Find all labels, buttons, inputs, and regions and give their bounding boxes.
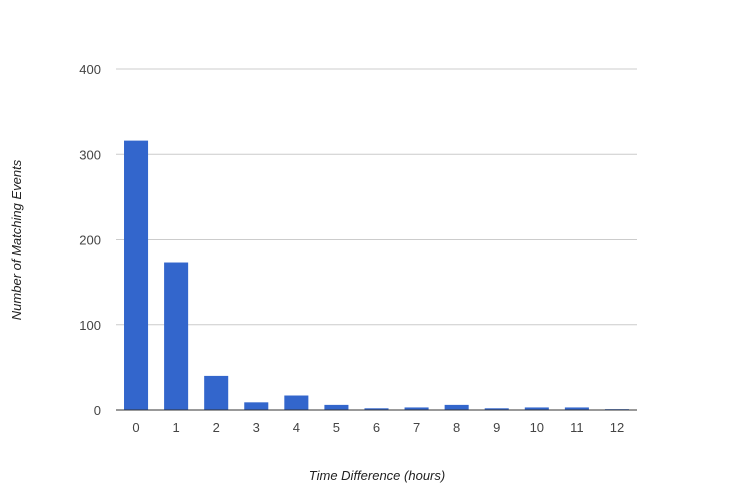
x-tick-label-7: 7 (413, 420, 420, 435)
bar-2 (204, 375, 229, 410)
gridlines (116, 68, 637, 326)
bar-11 (564, 407, 589, 410)
x-tick-label-2: 2 (213, 420, 220, 435)
x-tick-label-9: 9 (493, 420, 500, 435)
bar-1 (164, 262, 189, 410)
x-tick-label-3: 3 (253, 420, 260, 435)
bar-7 (404, 407, 429, 410)
bar-9 (484, 408, 509, 410)
x-tick-label-10: 10 (530, 420, 544, 435)
x-tick-label-12: 12 (610, 420, 624, 435)
bar-8 (444, 404, 469, 410)
x-tick-label-1: 1 (172, 420, 179, 435)
x-tick-label-6: 6 (373, 420, 380, 435)
x-tick-label-11: 11 (570, 420, 584, 435)
x-axis-title: Time Difference (hours) (309, 468, 445, 483)
y-tick-labels: 0 100 200 300 400 (79, 62, 101, 418)
bar-6 (364, 408, 389, 410)
y-axis-title: Number of Matching Events (9, 159, 24, 320)
bar-0 (124, 140, 149, 411)
x-tick-label-0: 0 (132, 420, 139, 435)
bar-10 (524, 407, 549, 410)
x-tick-label-8: 8 (453, 420, 460, 435)
y-tick-label-300: 300 (79, 147, 101, 162)
x-tick-label-4: 4 (293, 420, 300, 435)
y-tick-label-200: 200 (79, 233, 101, 248)
bar-3 (244, 402, 269, 410)
x-tick-label-5: 5 (333, 420, 340, 435)
x-tick-labels: 0 1 2 3 4 5 6 7 8 9 10 11 12 (132, 420, 624, 435)
y-tick-label-0: 0 (94, 403, 101, 418)
bar-4 (284, 395, 309, 410)
bars (124, 140, 629, 411)
y-tick-label-100: 100 (79, 318, 101, 333)
bar-5 (324, 404, 349, 410)
y-tick-label-400: 400 (79, 62, 101, 77)
